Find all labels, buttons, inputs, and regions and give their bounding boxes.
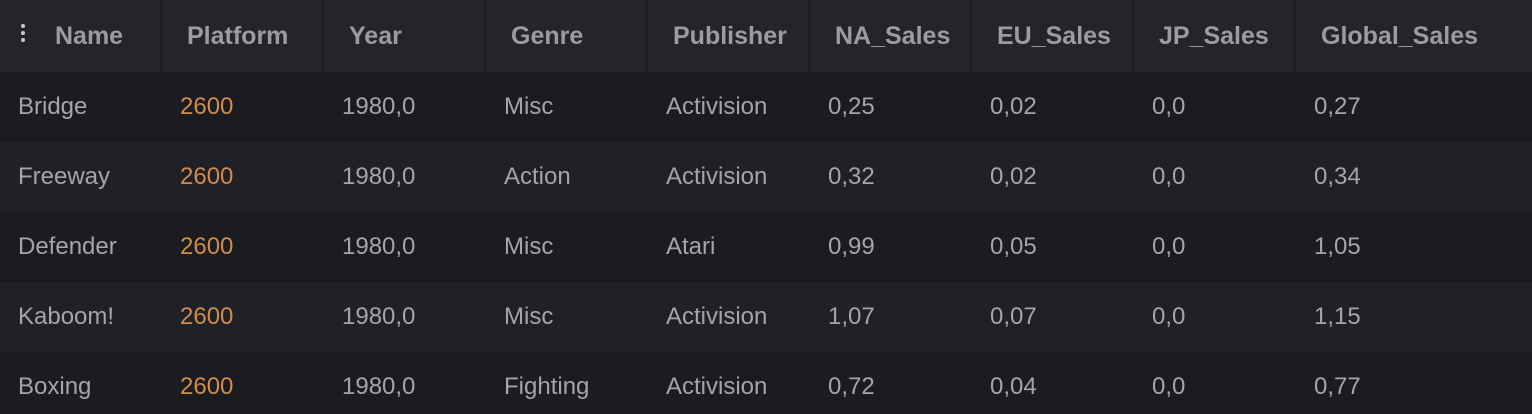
header-row: Name Platform Year Genre Publisher NA_Sa…	[0, 0, 1532, 72]
column-header-label: Year	[349, 21, 402, 50]
table-row[interactable]: Freeway 2600 1980,0 Action Activision 0,…	[0, 142, 1532, 212]
cell-platform: 2600	[180, 163, 234, 190]
cell-global-sales: 0,34	[1314, 163, 1361, 190]
column-header-name[interactable]: Name	[0, 0, 162, 72]
cell-na-sales: 1,07	[828, 303, 875, 330]
column-header-label: Publisher	[673, 21, 787, 50]
column-header-platform[interactable]: Platform	[162, 0, 324, 72]
cell-publisher: Activision	[666, 93, 768, 120]
cell-jp-sales: 0,0	[1152, 303, 1186, 330]
column-header-label: NA_Sales	[835, 21, 951, 50]
cell-name: Boxing	[18, 373, 92, 400]
cell-year: 1980,0	[342, 373, 416, 400]
cell-jp-sales: 0,0	[1152, 163, 1186, 190]
cell-eu-sales: 0,02	[990, 93, 1037, 120]
table-row[interactable]: Boxing 2600 1980,0 Fighting Activision 0…	[0, 352, 1532, 414]
cell-global-sales: 0,77	[1314, 373, 1361, 400]
cell-jp-sales: 0,0	[1152, 373, 1186, 400]
cell-platform: 2600	[180, 233, 234, 260]
column-header-label: Name	[55, 21, 124, 50]
cell-genre: Misc	[504, 93, 554, 120]
cell-global-sales: 0,27	[1314, 93, 1361, 120]
column-header-na-sales[interactable]: NA_Sales	[810, 0, 972, 72]
cell-publisher: Activision	[666, 163, 768, 190]
cell-year: 1980,0	[342, 303, 416, 330]
column-header-year[interactable]: Year	[324, 0, 486, 72]
cell-na-sales: 0,32	[828, 163, 875, 190]
cell-year: 1980,0	[342, 163, 416, 190]
column-header-label: JP_Sales	[1159, 21, 1269, 50]
column-header-publisher[interactable]: Publisher	[648, 0, 810, 72]
cell-publisher: Activision	[666, 373, 768, 400]
column-header-label: EU_Sales	[997, 21, 1111, 50]
cell-genre: Misc	[504, 303, 554, 330]
cell-genre: Action	[504, 163, 571, 190]
cell-year: 1980,0	[342, 233, 416, 260]
column-menu-icon[interactable]	[20, 24, 26, 42]
column-header-label: Genre	[511, 21, 584, 50]
cell-jp-sales: 0,0	[1152, 233, 1186, 260]
cell-name: Freeway	[18, 163, 111, 190]
cell-publisher: Activision	[666, 303, 768, 330]
cell-platform: 2600	[180, 303, 234, 330]
column-header-jp-sales[interactable]: JP_Sales	[1134, 0, 1296, 72]
cell-global-sales: 1,15	[1314, 303, 1361, 330]
table-row[interactable]: Kaboom! 2600 1980,0 Misc Activision 1,07…	[0, 282, 1532, 352]
column-header-label: Platform	[187, 21, 289, 50]
column-header-genre[interactable]: Genre	[486, 0, 648, 72]
cell-na-sales: 0,25	[828, 93, 875, 120]
table-row[interactable]: Defender 2600 1980,0 Misc Atari 0,99 0,0…	[0, 212, 1532, 282]
table-row[interactable]: Bridge 2600 1980,0 Misc Activision 0,25 …	[0, 72, 1532, 142]
cell-eu-sales: 0,07	[990, 303, 1037, 330]
cell-genre: Fighting	[504, 373, 590, 400]
column-header-eu-sales[interactable]: EU_Sales	[972, 0, 1134, 72]
cell-platform: 2600	[180, 93, 234, 120]
cell-year: 1980,0	[342, 93, 416, 120]
cell-global-sales: 1,05	[1314, 233, 1361, 260]
cell-name: Defender	[18, 233, 117, 260]
cell-publisher: Atari	[666, 233, 716, 260]
cell-na-sales: 0,72	[828, 373, 875, 400]
cell-name: Kaboom!	[18, 303, 115, 330]
cell-genre: Misc	[504, 233, 554, 260]
cell-name: Bridge	[18, 93, 88, 120]
cell-platform: 2600	[180, 373, 234, 400]
cell-jp-sales: 0,0	[1152, 93, 1186, 120]
cell-eu-sales: 0,04	[990, 373, 1037, 400]
cell-na-sales: 0,99	[828, 233, 875, 260]
column-header-label: Global_Sales	[1321, 21, 1479, 50]
cell-eu-sales: 0,05	[990, 233, 1037, 260]
column-header-global-sales[interactable]: Global_Sales	[1296, 0, 1532, 72]
cell-eu-sales: 0,02	[990, 163, 1037, 190]
